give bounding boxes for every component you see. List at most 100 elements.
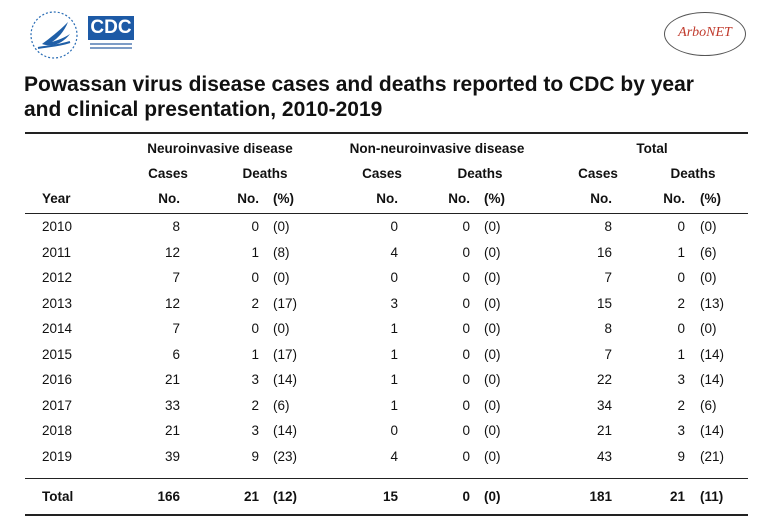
- cell: 33: [164, 397, 180, 413]
- cell: (0): [484, 270, 501, 285]
- row-label: 2011: [42, 244, 72, 260]
- column-header: (%): [484, 191, 505, 206]
- cell: (0): [273, 270, 290, 285]
- total-label: Total: [42, 489, 74, 504]
- cell: 2: [677, 397, 685, 413]
- cell: 0: [462, 295, 470, 311]
- cell: 9: [677, 448, 685, 464]
- cell: 0: [251, 321, 259, 336]
- cell: 12: [164, 295, 180, 311]
- cell: 21: [164, 372, 180, 387]
- cell: 0: [462, 219, 470, 234]
- hhs-logo: [30, 11, 78, 59]
- row-label: 2018: [42, 423, 73, 438]
- cell: 16: [596, 244, 612, 260]
- cell: (14): [700, 346, 725, 362]
- cell: (0): [484, 423, 501, 438]
- cell: 4: [390, 244, 398, 260]
- total-cell: 21: [669, 489, 685, 504]
- total-cell: 181: [589, 489, 612, 504]
- cell: 12: [164, 244, 180, 260]
- column-header: No.: [237, 191, 259, 206]
- sub-header: Deaths: [457, 166, 503, 181]
- cell: (0): [700, 270, 717, 285]
- cell: (0): [484, 448, 501, 464]
- sub-header: Deaths: [670, 166, 716, 181]
- cell: 0: [390, 423, 398, 438]
- group-header: Non-neuroinvasive disease: [349, 141, 525, 156]
- cell: 21: [164, 423, 180, 438]
- cell: 1: [677, 346, 685, 362]
- cell: (0): [484, 346, 501, 362]
- cell: 7: [172, 321, 180, 336]
- rule: [25, 478, 748, 479]
- cell: (23): [273, 448, 298, 464]
- cell: 0: [462, 321, 470, 336]
- cell: 4: [390, 448, 398, 464]
- column-header: No.: [158, 191, 180, 206]
- cell: (17): [273, 346, 298, 362]
- cell: 8: [604, 321, 612, 336]
- cell: (14): [700, 372, 725, 387]
- cell: (0): [700, 321, 717, 336]
- cell: 0: [462, 397, 470, 413]
- column-header: No.: [590, 191, 612, 206]
- title: Powassan virus disease cases and deaths …: [24, 73, 694, 121]
- cell: 1: [390, 346, 398, 362]
- row-label: 2015: [42, 346, 73, 362]
- cell: 1: [251, 244, 259, 260]
- column-header: Year: [42, 191, 71, 206]
- sub-header: Cases: [148, 166, 188, 181]
- cell: (14): [700, 423, 725, 438]
- cell: (17): [273, 295, 298, 311]
- total-cell: 15: [382, 489, 398, 504]
- cell: 43: [596, 448, 612, 464]
- row-label: 2019: [42, 448, 73, 464]
- cell: (0): [700, 219, 717, 234]
- row-label: 2016: [42, 372, 73, 387]
- cell: 0: [390, 270, 398, 285]
- cell: 3: [677, 423, 685, 438]
- cell: 3: [677, 372, 685, 387]
- cell: 0: [251, 270, 259, 285]
- column-header: No.: [448, 191, 470, 206]
- cell: 2: [677, 295, 685, 311]
- cell: 34: [596, 397, 612, 413]
- cell: 3: [251, 372, 259, 387]
- cell: 21: [596, 423, 612, 438]
- cell: 0: [677, 321, 685, 336]
- arbonet-logo-text: ArboNET: [678, 25, 732, 40]
- cell: 1: [390, 321, 398, 336]
- cell: 2: [251, 397, 259, 413]
- cell: 3: [390, 295, 398, 311]
- cell: 0: [390, 219, 398, 234]
- row-label: 2017: [42, 397, 73, 413]
- cell: 2: [251, 295, 259, 311]
- column-header: No.: [376, 191, 398, 206]
- cell: 1: [390, 372, 398, 387]
- cell: (8): [273, 244, 290, 260]
- cell: (0): [273, 219, 290, 234]
- rule: [25, 132, 748, 134]
- column-header: No.: [663, 191, 685, 206]
- column-header: (%): [700, 191, 721, 206]
- row-label: 2012: [42, 270, 73, 285]
- total-cell: (11): [700, 489, 724, 504]
- column-header: (%): [273, 191, 294, 206]
- total-cell: 0: [462, 489, 470, 504]
- cell: 1: [390, 397, 398, 413]
- cell: 7: [604, 270, 612, 285]
- cell: (0): [273, 321, 290, 336]
- cell: 22: [596, 372, 612, 387]
- cell: (0): [484, 397, 501, 413]
- total-cell: 21: [243, 489, 259, 504]
- cell: 1: [251, 346, 259, 362]
- cdc-logo: CDC: [88, 16, 134, 52]
- sub-header: Deaths: [242, 166, 288, 181]
- sub-header: Cases: [362, 166, 402, 181]
- cell: (0): [484, 244, 501, 260]
- cell: 0: [462, 346, 470, 362]
- cell: (14): [273, 423, 298, 438]
- cell: 0: [462, 270, 470, 285]
